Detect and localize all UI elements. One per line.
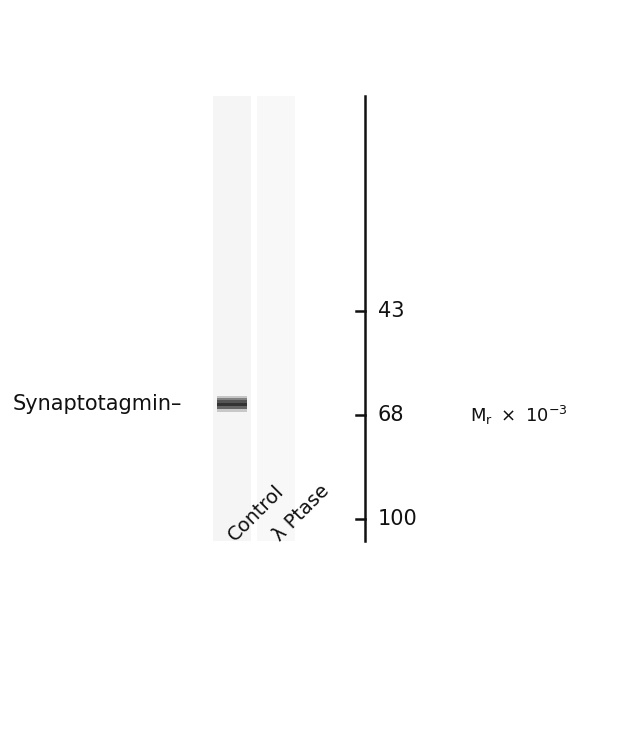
Text: 43: 43	[378, 302, 404, 321]
Bar	[213, 96, 251, 541]
Bar	[217, 403, 247, 406]
Bar	[217, 400, 247, 403]
Text: λ Ptase: λ Ptase	[269, 481, 333, 545]
Text: Control: Control	[225, 481, 288, 545]
Text: Synaptotagmin–: Synaptotagmin–	[13, 394, 182, 413]
Text: $\mathregular{M_r\ \times\ 10^{-3}}$: $\mathregular{M_r\ \times\ 10^{-3}}$	[470, 403, 568, 427]
Bar	[217, 398, 247, 400]
Bar	[257, 96, 295, 541]
Text: 100: 100	[378, 509, 418, 528]
Bar	[217, 406, 247, 409]
Bar	[217, 396, 247, 398]
Bar	[217, 409, 247, 412]
Text: 68: 68	[378, 405, 404, 425]
